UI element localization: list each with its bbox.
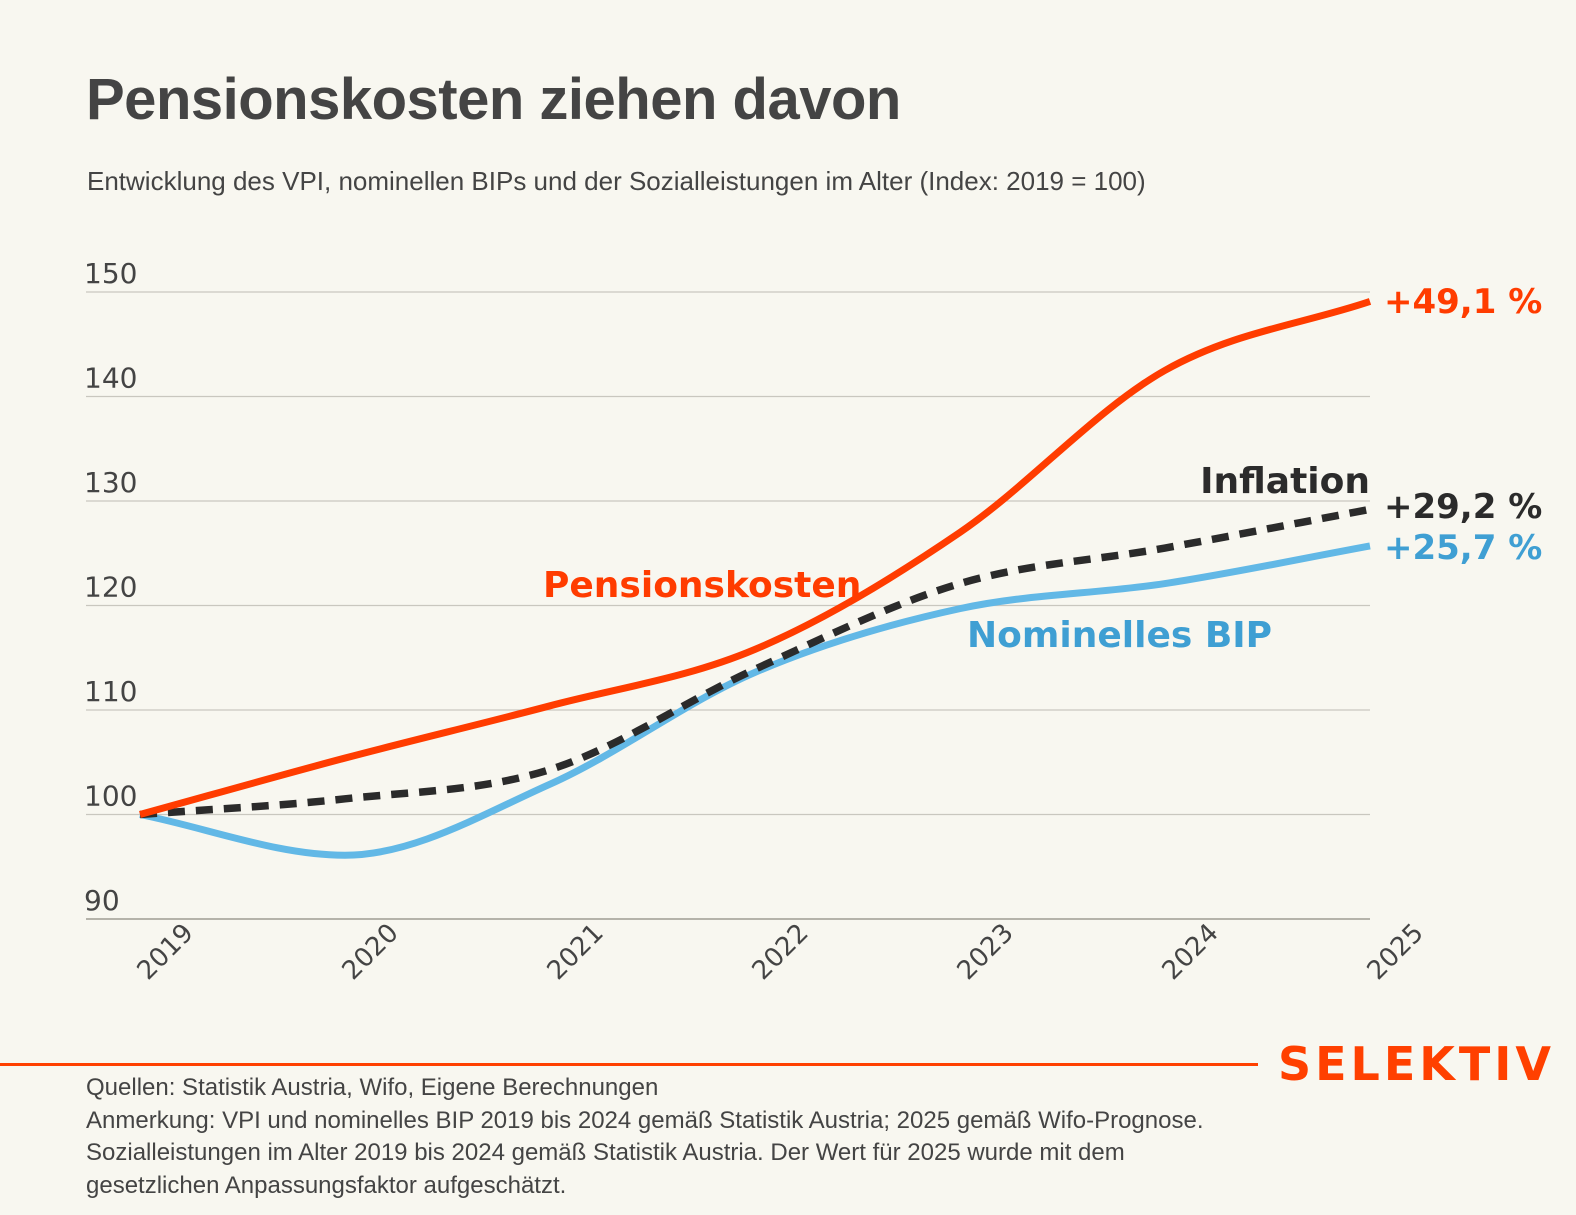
y-tick-label: 110 bbox=[84, 675, 137, 708]
gridlines bbox=[86, 291, 1370, 920]
source-line: Quellen: Statistik Austria, Wifo, Eigene… bbox=[86, 1074, 659, 1101]
series-lines bbox=[139, 298, 1372, 859]
source-notes: Quellen: Statistik Austria, Wifo, Eigene… bbox=[86, 1072, 1386, 1202]
end-label-inflation: +29,2 % bbox=[1384, 487, 1542, 527]
x-tick-label: 2022 bbox=[747, 918, 815, 986]
x-tick-label: 2023 bbox=[952, 918, 1020, 986]
y-axis-ticks: 90 100 110 120 130 140 150 bbox=[84, 257, 137, 917]
series-label-inflation: Inflation bbox=[1200, 461, 1370, 502]
series-label-nominelles-bip: Nominelles BIP bbox=[967, 615, 1272, 656]
chart-subtitle: Entwicklung des VPI, nominellen BIPs und… bbox=[87, 166, 1146, 196]
end-label-nominelles-bip: +25,7 % bbox=[1384, 528, 1542, 568]
chart-title: Pensionskosten ziehen davon bbox=[86, 67, 901, 132]
x-tick-label: 2024 bbox=[1157, 918, 1225, 986]
note-line: Sozialleistungen im Alter 2019 bis 2024 … bbox=[86, 1139, 1125, 1166]
series-line-bip bbox=[139, 542, 1371, 859]
y-tick-label: 120 bbox=[84, 571, 137, 604]
series-line-inflation bbox=[139, 505, 1371, 819]
x-tick-label: 2020 bbox=[337, 918, 405, 986]
line-chart: 90 100 110 120 130 140 150 2019 2020 2021 2022 202… bbox=[84, 257, 1542, 986]
y-tick-label: 140 bbox=[84, 362, 137, 395]
y-tick-label: 130 bbox=[84, 466, 137, 499]
note-line: gesetzlichen Anpassungsfaktor aufgeschät… bbox=[86, 1171, 567, 1199]
series-label-pensionskosten: Pensionskosten bbox=[543, 565, 861, 606]
note-line: Anmerkung: VPI und nominelles BIP 2019 b… bbox=[86, 1106, 1204, 1134]
brand-logo: SELEKTIV bbox=[1278, 1037, 1556, 1091]
end-label-pensionskosten: +49,1 % bbox=[1384, 282, 1542, 322]
y-tick-label: 150 bbox=[84, 257, 137, 290]
x-tick-label: 2019 bbox=[132, 918, 200, 986]
y-tick-label: 100 bbox=[84, 780, 137, 813]
series-line-pension bbox=[139, 298, 1372, 818]
footer-divider bbox=[0, 1063, 1258, 1066]
y-tick-label: 90 bbox=[84, 884, 120, 917]
x-tick-label: 2021 bbox=[542, 918, 610, 986]
series-labels: Pensionskosten Inflation Nominelles BIP … bbox=[543, 282, 1542, 656]
x-tick-label: 2025 bbox=[1362, 918, 1430, 986]
x-axis-ticks: 2019 2020 2021 2022 2023 2024 2025 bbox=[132, 918, 1430, 986]
